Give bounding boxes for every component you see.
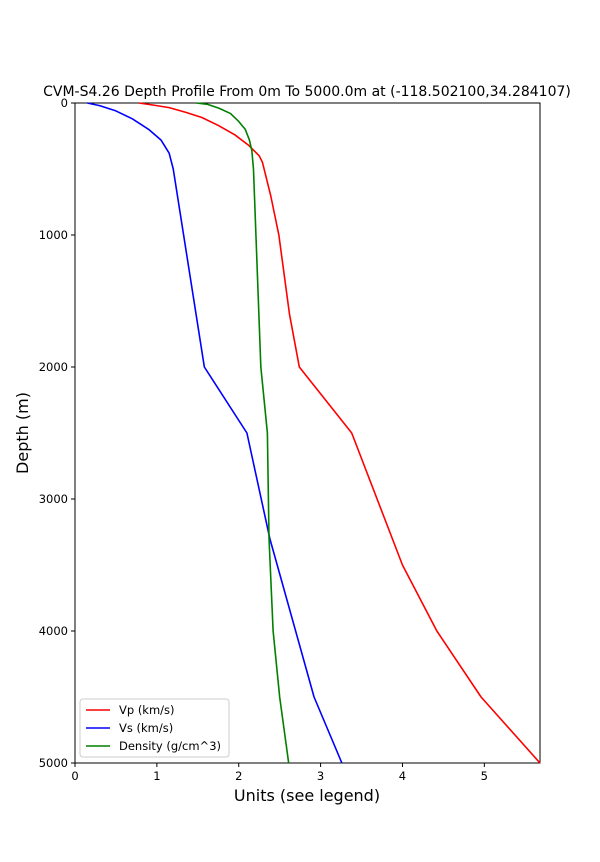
legend-box — [79, 698, 230, 758]
series-line-1 — [138, 102, 541, 764]
x-tick-label: 0 — [71, 769, 78, 783]
plot-frame — [74, 102, 541, 764]
x-axis-label: Units (see legend) — [234, 786, 380, 805]
chart-title: CVM-S4.26 Depth Profile From 0m To 5000.… — [43, 84, 571, 100]
y-tick-label: 0 — [61, 96, 68, 110]
y-tick-label: 5000 — [39, 756, 68, 770]
legend-label: Vp (km/s) — [119, 703, 175, 717]
x-axis: 0 1 2 3 4 5 — [71, 763, 488, 783]
series-line-3 — [196, 102, 290, 764]
x-tick-label: 5 — [481, 769, 488, 783]
legend-label: Density (g/cm^3) — [119, 739, 221, 753]
x-tick-label: 2 — [235, 769, 242, 783]
y-tick-label: 1000 — [39, 228, 68, 242]
plot-area — [74, 102, 541, 764]
x-tick-label: 4 — [399, 769, 406, 783]
series-line-2 — [87, 102, 343, 764]
y-axis-label: Depth (m) — [13, 392, 32, 474]
y-axis: 0 1000 2000 3000 4000 5000 — [39, 96, 75, 770]
series-lines — [87, 102, 541, 764]
legend: Vp (km/s) Vs (km/s) Density (g/cm^3) — [79, 698, 230, 758]
y-tick-label: 4000 — [39, 624, 68, 638]
y-tick-label: 3000 — [39, 492, 68, 506]
legend-label: Vs (km/s) — [119, 721, 173, 735]
x-tick-label: 3 — [317, 769, 324, 783]
x-tick-label: 1 — [153, 769, 160, 783]
y-tick-label: 2000 — [39, 360, 68, 374]
